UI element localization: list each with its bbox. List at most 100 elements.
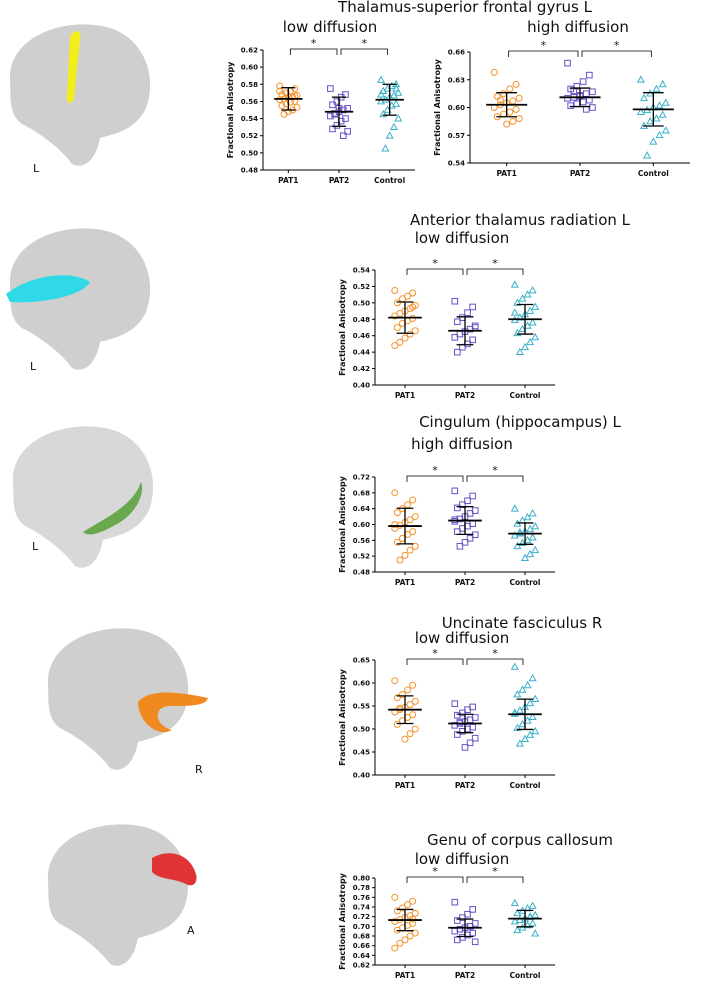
x-tick-label: Control	[509, 391, 540, 400]
significance-label: *	[432, 647, 438, 660]
data-point	[393, 907, 401, 915]
data-point	[531, 694, 540, 702]
data-point	[589, 104, 596, 111]
data-point	[655, 130, 664, 139]
data-point	[639, 93, 649, 102]
significance-bracket	[466, 658, 524, 665]
chart-title: low diffusion	[415, 629, 510, 647]
data-point	[526, 337, 535, 346]
x-tick-label: PAT2	[455, 781, 475, 790]
data-point	[531, 726, 540, 735]
data-point	[389, 122, 399, 131]
data-point	[392, 99, 401, 107]
y-tick-label: 0.56	[353, 537, 370, 545]
data-point	[392, 84, 401, 92]
data-point	[531, 302, 540, 310]
data-point	[518, 538, 527, 547]
y-tick-label: 0.66	[353, 942, 370, 950]
data-point	[528, 318, 537, 326]
data-point	[661, 98, 670, 106]
y-axis-label: Fractional Anisotropy	[338, 475, 347, 573]
y-tick-label: 0.72	[353, 474, 370, 482]
data-point	[510, 917, 519, 925]
data-point	[528, 533, 537, 541]
data-point	[454, 504, 461, 512]
data-point	[469, 492, 476, 500]
data-point	[469, 336, 476, 344]
data-point	[464, 497, 471, 505]
significance-label: *	[432, 865, 438, 878]
data-point	[496, 96, 504, 104]
data-point	[518, 294, 527, 302]
y-tick-label: 0.58	[241, 81, 258, 89]
data-point	[451, 487, 459, 495]
data-point	[564, 59, 571, 67]
data-point	[340, 106, 347, 114]
data-point	[466, 923, 474, 930]
data-point	[456, 542, 464, 550]
significance-label: *	[492, 464, 498, 477]
data-point	[396, 556, 404, 564]
data-point	[520, 342, 530, 351]
data-point	[510, 662, 519, 670]
y-tick-label: 0.68	[353, 489, 370, 497]
data-point	[500, 110, 508, 118]
y-tick-label: 0.55	[353, 703, 370, 711]
data-point	[526, 730, 535, 738]
data-point	[464, 910, 471, 918]
x-tick-label: Control	[638, 169, 669, 178]
data-point	[636, 107, 645, 116]
data-point	[401, 735, 409, 743]
data-point	[393, 694, 401, 702]
data-point	[582, 90, 590, 97]
y-tick-label: 0.65	[353, 657, 370, 665]
data-point	[515, 347, 524, 356]
data-point	[515, 915, 524, 923]
y-axis-label: Fractional Anisotropy	[338, 872, 347, 970]
y-tick-label: 0.62	[353, 962, 370, 970]
data-point	[515, 527, 524, 536]
data-point	[411, 542, 419, 550]
y-tick-label: 0.72	[353, 913, 370, 921]
data-point	[515, 115, 523, 123]
data-point	[523, 716, 532, 724]
significance-bracket	[466, 268, 524, 275]
data-point	[643, 151, 652, 159]
data-point	[518, 324, 527, 333]
data-point	[377, 96, 386, 105]
y-tick-label: 0.48	[241, 167, 258, 175]
data-point	[649, 137, 658, 145]
y-tick-label: 0.40	[353, 772, 370, 780]
data-point	[513, 908, 522, 917]
data-point	[573, 100, 581, 108]
data-point	[515, 706, 524, 714]
data-point	[528, 286, 537, 294]
y-axis-label: Fractional Anisotropy	[338, 668, 347, 766]
data-point	[506, 85, 514, 93]
y-tick-label: 0.45	[353, 749, 370, 757]
y-tick-label: 0.54	[448, 160, 465, 168]
data-point	[344, 128, 351, 135]
data-point	[513, 541, 522, 550]
y-tick-label: 0.70	[353, 923, 370, 931]
data-point	[393, 324, 401, 331]
y-tick-label: 0.64	[353, 952, 370, 960]
data-point	[469, 303, 476, 311]
data-point	[510, 280, 519, 288]
data-point	[401, 551, 409, 559]
data-point	[451, 898, 459, 906]
y-tick-label: 0.54	[241, 115, 258, 123]
data-point	[404, 901, 412, 909]
y-tick-label: 0.46	[353, 332, 370, 340]
x-tick-label: PAT1	[395, 391, 415, 400]
data-point	[327, 112, 334, 120]
data-point	[515, 94, 523, 102]
y-tick-label: 0.63	[448, 76, 465, 84]
data-point	[396, 338, 404, 346]
data-point	[329, 101, 336, 109]
data-point	[389, 90, 399, 99]
data-point	[454, 318, 461, 326]
data-point	[454, 917, 461, 924]
data-point	[409, 681, 417, 689]
